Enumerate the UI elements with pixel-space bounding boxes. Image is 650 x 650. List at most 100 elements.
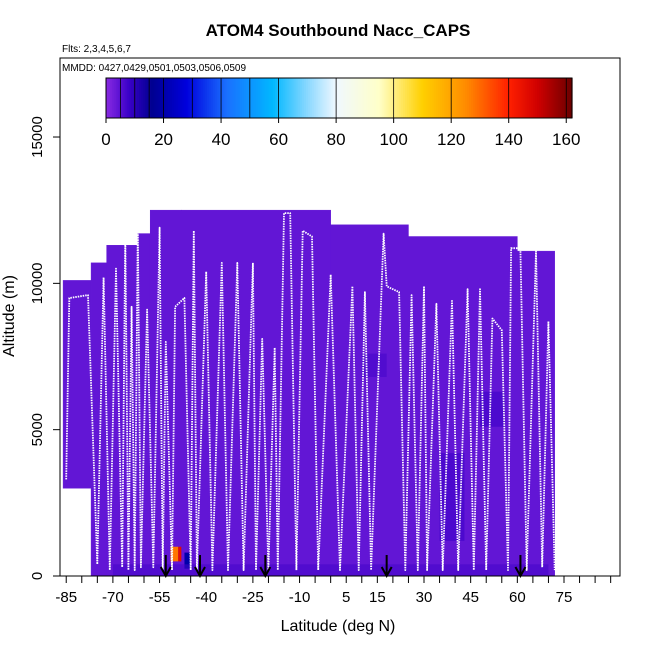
- colorbar-swatch: [139, 78, 142, 118]
- colorbar-swatch: [245, 78, 249, 118]
- colorbar-swatch: [212, 78, 216, 118]
- colorbar-swatch: [337, 78, 340, 118]
- arrow-layer: [159, 555, 527, 579]
- colorbar-swatch: [505, 78, 509, 118]
- colorbar-swatch: [342, 78, 346, 118]
- colorbar-swatch: [568, 78, 571, 118]
- colorbar-swatch: [290, 78, 293, 118]
- x-tick-label: -55: [149, 589, 171, 606]
- colorbar-swatch: [480, 78, 484, 118]
- dates-note: MMDD: 0427,0429,0501,0503,0506,0509: [62, 63, 246, 74]
- colorbar-swatch: [191, 78, 194, 118]
- colorbar-swatch: [294, 78, 297, 118]
- colorbar-swatch: [323, 78, 327, 118]
- colorbar-swatch: [354, 78, 358, 118]
- colorbar-swatch: [265, 78, 268, 118]
- colorbar-swatch: [300, 78, 303, 118]
- colorbar-swatch: [461, 78, 464, 118]
- colorbar-swatch: [173, 78, 177, 118]
- colorbar-swatch: [203, 78, 206, 118]
- colorbar-swatch: [474, 78, 478, 118]
- colorbar-swatch: [397, 78, 400, 118]
- colorbar-swatch: [255, 78, 259, 118]
- y-axis-label: Altitude (m): [1, 275, 18, 357]
- colorbar-swatch: [401, 78, 404, 118]
- colorbar-swatch: [325, 78, 328, 118]
- colorbar-swatch: [305, 78, 309, 118]
- colorbar-swatch: [239, 78, 243, 118]
- colorbar-swatch: [457, 78, 460, 118]
- colorbar-swatch: [158, 78, 161, 118]
- colorbar-swatch: [405, 78, 408, 118]
- colorbar-swatch: [272, 78, 276, 118]
- colorbar-border: [105, 77, 573, 119]
- colorbar-swatch: [410, 78, 414, 118]
- colorbar-swatch: [197, 78, 200, 118]
- colorbar-swatch: [496, 78, 499, 118]
- colorbar-tick-label: 40: [212, 130, 231, 149]
- colorbar-swatch: [333, 78, 336, 118]
- colorbar-swatch: [150, 78, 154, 118]
- colorbar-swatch: [554, 78, 558, 118]
- colorbar-swatch: [385, 78, 389, 118]
- colorbar-swatch: [375, 78, 379, 118]
- flight-track-layer: [65, 212, 556, 571]
- hotspot-cell-5: [361, 353, 387, 377]
- colorbar-swatch: [500, 78, 503, 118]
- colorbar-swatch: [195, 78, 198, 118]
- colorbar-swatch: [533, 78, 536, 118]
- colorbar-tick-label: 60: [269, 130, 288, 149]
- colorbar-swatch: [370, 78, 373, 118]
- colorbar-swatch: [238, 78, 241, 118]
- colorbar-swatch: [372, 78, 375, 118]
- colorbar-swatch: [185, 78, 189, 118]
- colorbar-swatch: [187, 78, 191, 118]
- colorbar-swatch: [331, 78, 334, 118]
- colorbar-swatch: [286, 78, 290, 118]
- colorbar-swatch: [523, 78, 526, 118]
- coverage-column-5: [181, 209, 331, 577]
- colorbar-swatch: [558, 78, 561, 118]
- colorbar-swatch: [406, 78, 410, 118]
- colorbar-swatch: [556, 78, 560, 118]
- colorbar-swatch: [482, 78, 486, 118]
- colorbar-swatch: [298, 78, 301, 118]
- colorbar-tick-label: 160: [552, 130, 580, 149]
- coverage-column-6: [330, 224, 409, 577]
- colorbar-swatch: [307, 78, 311, 118]
- colorbar-swatch: [313, 78, 317, 118]
- x-tick-label: -85: [55, 589, 77, 606]
- colorbar-tick-label: 80: [327, 130, 346, 149]
- colorbar-swatch: [339, 78, 342, 118]
- colorbar-swatch: [379, 78, 383, 118]
- colorbar-swatch: [439, 78, 443, 118]
- colorbar-swatch: [504, 78, 507, 118]
- colorbar-swatch: [488, 78, 492, 118]
- colorbar-swatch: [484, 78, 488, 118]
- colorbar-swatch: [232, 78, 235, 118]
- colorbar-swatch: [494, 78, 497, 118]
- colorbar-swatch: [424, 78, 427, 118]
- colorbar-swatch: [257, 78, 260, 118]
- colorbar-swatch: [193, 78, 196, 118]
- colorbar-swatch: [521, 78, 525, 118]
- colorbar-swatch: [420, 78, 424, 118]
- colorbar-swatch: [117, 78, 121, 118]
- colorbar-swatch: [296, 78, 299, 118]
- colorbar-swatch: [387, 78, 391, 118]
- colorbar-swatch: [123, 78, 127, 118]
- colorbar-swatch: [302, 78, 305, 118]
- colorbar-swatch: [465, 78, 468, 118]
- x-tick-label: 75: [556, 589, 573, 606]
- colorbar-swatch: [548, 78, 552, 118]
- x-axis-label: Latitude (deg N): [281, 618, 396, 635]
- colorbar-tick-label: 100: [379, 130, 407, 149]
- colorbar-swatch: [364, 78, 367, 118]
- colorbar-swatch: [115, 78, 119, 118]
- colorbar-swatch: [453, 78, 457, 118]
- colorbar-swatch: [317, 78, 321, 118]
- colorbar-swatch: [216, 78, 220, 118]
- colorbar-swatch: [259, 78, 262, 118]
- colorbar-swatch: [148, 78, 152, 118]
- colorbar-swatch: [414, 78, 418, 118]
